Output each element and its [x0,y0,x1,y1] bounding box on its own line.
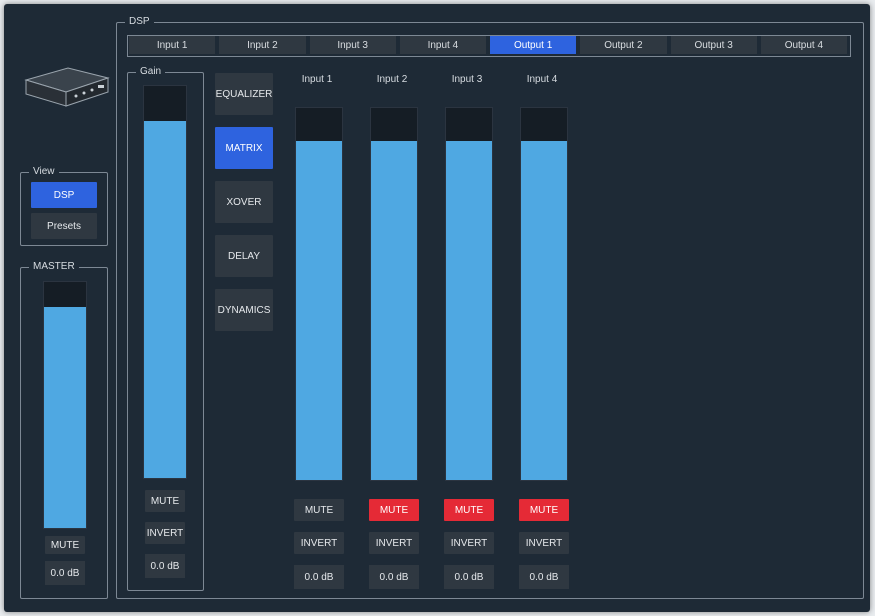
master-mute-button[interactable]: MUTE [45,536,85,554]
master-fader[interactable] [43,281,87,529]
gain-mute-button[interactable]: MUTE [145,490,185,512]
matrix-input-4-fader-fill [521,141,567,480]
matrix-input-3-label: Input 3 [451,74,483,85]
tab-input-4[interactable]: Input 4 [399,36,486,54]
device-image [18,60,114,114]
tab-output-2[interactable]: Output 2 [580,36,667,54]
dsp-group: DSP Input 1 Input 2 Input 3 Input 4 Output 1… [116,15,864,599]
gain-legend: Gain [136,65,166,79]
master-group: MASTER MUTE 0.0 dB [20,260,108,599]
matrix-input-4-fader[interactable] [520,107,568,481]
matrix-input-1-invert-button[interactable]: INVERT [294,532,344,554]
master-legend: MASTER [29,260,79,274]
matrix-input-4-mute-button[interactable]: MUTE [519,499,569,521]
matrix-input-1-label: Input 1 [301,74,333,85]
gain-invert-button[interactable]: INVERT [145,522,185,544]
matrix-input-3-gain-value[interactable]: 0.0 dB [444,565,494,589]
matrix-input-2-label: Input 2 [376,74,408,85]
matrix-input-2-invert-button[interactable]: INVERT [369,532,419,554]
matrix-input-3-mute-button[interactable]: MUTE [444,499,494,521]
tab-input-1[interactable]: Input 1 [129,36,216,54]
matrix-input-1-mute-button[interactable]: MUTE [294,499,344,521]
gain-fader[interactable] [143,85,187,479]
matrix-input-4-invert-button[interactable]: INVERT [519,532,569,554]
matrix-input-2-fader[interactable] [370,107,418,481]
matrix-input-3-invert-button[interactable]: INVERT [444,532,494,554]
view-dsp-button[interactable]: DSP [31,182,97,208]
gain-fader-fill [144,121,186,478]
channel-tab-bar: Input 1 Input 2 Input 3 Input 4 Output 1 Outp… [127,35,851,57]
gain-value[interactable]: 0.0 dB [145,554,185,578]
matrix-input-4-label: Input 4 [526,74,558,85]
matrix-input-2-gain-value[interactable]: 0.0 dB [369,565,419,589]
view-legend: View [29,165,59,179]
tab-input-2[interactable]: Input 2 [219,36,306,54]
matrix-input-1-fader-fill [296,141,342,480]
matrix-input-2-fader-fill [371,141,417,480]
dsp-legend: DSP [125,15,154,29]
mode-delay-button[interactable]: DELAY [215,235,273,277]
mode-matrix-button[interactable]: MATRIX [215,127,273,169]
mode-dynamics-button[interactable]: DYNAMICS [215,289,273,331]
matrix-input-3-fader[interactable] [445,107,493,481]
matrix-input-2-mute-button[interactable]: MUTE [369,499,419,521]
dsp-app-window: View DSP Presets MASTER MUTE 0.0 dB DSP … [4,4,870,612]
master-fader-fill [44,306,86,528]
tab-output-3[interactable]: Output 3 [670,36,757,54]
matrix-input-3-fader-fill [446,141,492,480]
mode-equalizer-button[interactable]: EQUALIZER [215,73,273,115]
gain-group: Gain MUTE INVERT 0.0 dB [127,65,204,591]
matrix-input-4-gain-value[interactable]: 0.0 dB [519,565,569,589]
mode-xover-button[interactable]: XOVER [215,181,273,223]
master-gain-value[interactable]: 0.0 dB [45,561,85,585]
view-presets-button[interactable]: Presets [31,213,97,239]
matrix-input-1-gain-value[interactable]: 0.0 dB [294,565,344,589]
matrix-input-1-fader[interactable] [295,107,343,481]
tab-input-3[interactable]: Input 3 [309,36,396,54]
tab-output-1[interactable]: Output 1 [490,36,577,54]
tab-output-4[interactable]: Output 4 [760,36,847,54]
view-group: View DSP Presets [20,165,108,246]
